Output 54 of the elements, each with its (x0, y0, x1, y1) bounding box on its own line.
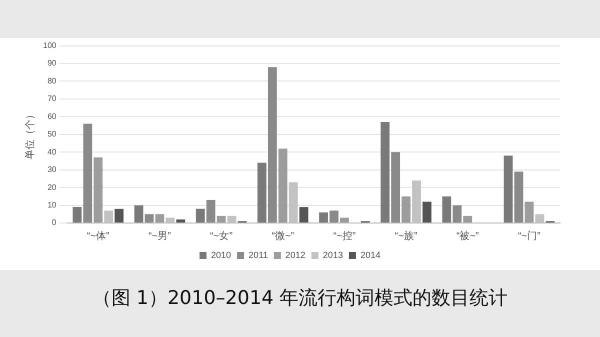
y-tick-label: 90 (47, 58, 57, 68)
bar (340, 218, 349, 222)
bar (257, 162, 266, 222)
legend-label: 2012 (285, 250, 306, 260)
legend-label: 2010 (211, 250, 232, 260)
x-tick-label: “~门” (518, 230, 540, 242)
bar (114, 208, 124, 222)
bar (442, 196, 452, 222)
x-tick-label: “微~” (272, 230, 294, 242)
y-tick-label: 60 (47, 112, 57, 121)
x-tick-label: “~体” (86, 230, 110, 242)
bar (268, 67, 277, 222)
y-tick-label: 50 (47, 130, 57, 139)
x-tick-label: “~女” (210, 230, 233, 242)
bar (144, 214, 154, 222)
legend-label: 2011 (248, 250, 268, 260)
x-tick-label: “被~” (456, 230, 479, 242)
bar (402, 196, 410, 222)
bar (514, 172, 524, 222)
x-tick-label: “~控” (333, 230, 356, 242)
x-tick-label: “~族” (394, 230, 418, 242)
bar (330, 210, 338, 222)
y-axis-title: 单位（个） (24, 109, 36, 160)
bar (504, 156, 513, 222)
bar (380, 122, 390, 222)
bar (319, 212, 328, 222)
bar (176, 219, 186, 222)
y-tick-label: 0 (52, 218, 57, 228)
y-tick-label: 70 (47, 94, 57, 104)
bar (391, 152, 400, 222)
bar (463, 216, 472, 222)
y-tick-label: 100 (42, 41, 57, 50)
text: （图 1）2010–2014 年流行构词模式的数目统计 (91, 286, 509, 310)
bar (206, 200, 216, 222)
y-tick-label: 30 (47, 165, 57, 174)
bar (155, 214, 164, 222)
y-tick-label: 40 (47, 147, 57, 156)
bar (134, 205, 144, 222)
y-tick-label: 10 (47, 200, 57, 210)
bar (196, 208, 205, 222)
bar (278, 148, 288, 222)
bar (524, 202, 534, 222)
x-tick-label: “~男” (148, 230, 171, 242)
bar (72, 207, 82, 222)
bar (94, 157, 103, 222)
y-tick-label: 80 (47, 76, 57, 86)
bar (422, 202, 432, 222)
legend-label: 2013 (322, 250, 343, 260)
bar (299, 207, 308, 222)
y-tick-label: 20 (47, 182, 57, 192)
bar (83, 124, 92, 222)
bar (452, 205, 462, 222)
bar (216, 216, 226, 222)
legend-label: 2014 (360, 250, 380, 260)
